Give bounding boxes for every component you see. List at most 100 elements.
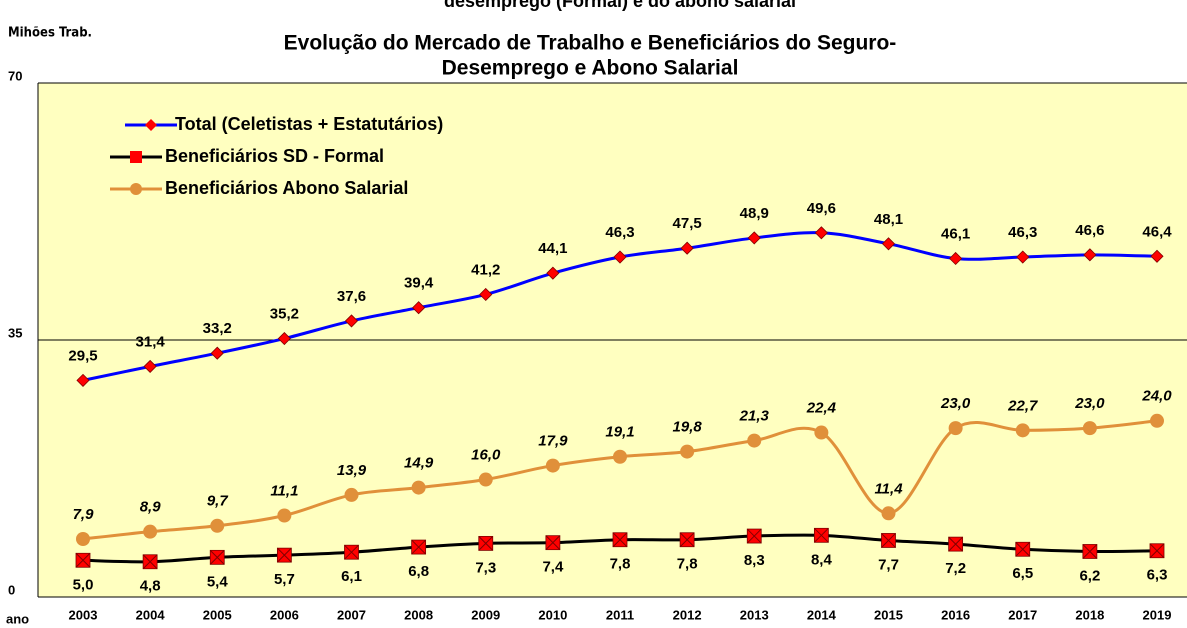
marker-cross <box>679 532 695 548</box>
legend-label: Beneficiários SD - Formal <box>165 146 384 166</box>
x-tick-label: 2014 <box>807 607 837 622</box>
legend-marker <box>130 151 142 163</box>
data-label: 7,3 <box>475 559 496 576</box>
x-tick-label: 2008 <box>404 607 433 622</box>
data-label: 9,7 <box>207 493 229 510</box>
x-tick-label: 2007 <box>337 607 366 622</box>
marker-cross <box>142 554 158 570</box>
marker-circle <box>948 421 963 436</box>
marker-circle <box>344 487 359 502</box>
data-label: 37,6 <box>337 288 366 305</box>
data-label: 24,0 <box>1141 388 1172 405</box>
data-label: 7,7 <box>878 556 899 573</box>
series-line <box>82 419 1158 541</box>
data-label: 23,0 <box>1074 395 1105 412</box>
data-label: 7,8 <box>610 556 631 573</box>
marker-cross <box>1082 544 1098 559</box>
data-label: 8,9 <box>140 499 162 516</box>
marker-cross <box>814 527 829 543</box>
x-tick-label: 2005 <box>203 607 232 622</box>
x-axis-label: ano <box>6 611 29 626</box>
marker-cross <box>1015 541 1031 557</box>
data-label: 6,3 <box>1147 567 1168 584</box>
marker-circle <box>411 480 426 495</box>
data-label: 8,3 <box>744 552 765 569</box>
data-label: 5,4 <box>207 573 229 590</box>
x-tick-label: 2010 <box>538 607 567 622</box>
data-label: 49,6 <box>807 200 836 217</box>
marker-diamond <box>881 237 896 251</box>
data-label: 23,0 <box>940 395 971 412</box>
marker-diamond <box>814 226 828 240</box>
data-label: 14,9 <box>404 455 434 472</box>
marker-cross <box>746 528 762 544</box>
data-label: 7,4 <box>542 559 564 576</box>
marker-diamond <box>949 251 963 266</box>
marker-circle <box>545 458 560 473</box>
data-label: 11,1 <box>270 482 298 499</box>
data-label: 46,4 <box>1142 223 1172 240</box>
marker-circle <box>143 524 158 539</box>
data-label: 6,2 <box>1079 567 1100 584</box>
marker-circle <box>210 518 225 533</box>
x-tick-label: 2019 <box>1143 607 1172 622</box>
data-label: 46,3 <box>605 224 634 241</box>
data-label: 21,3 <box>739 408 770 425</box>
x-tick-label: 2009 <box>471 607 500 622</box>
marker-cross <box>545 535 561 551</box>
marker-cross <box>478 536 494 551</box>
x-tick-label: 2016 <box>941 607 970 622</box>
marker-cross <box>612 532 628 548</box>
y-tick-label: 35 <box>8 325 22 340</box>
data-label: 7,2 <box>945 560 966 577</box>
data-label: 33,2 <box>203 320 232 337</box>
data-label: 41,2 <box>471 261 500 278</box>
x-tick-label: 2012 <box>673 607 702 622</box>
marker-diamond <box>1016 250 1030 264</box>
marker-circle <box>76 531 90 546</box>
data-label: 4,8 <box>140 578 161 595</box>
marker-diamond <box>479 287 493 302</box>
top-caption: desemprego (Formal) e do abono salarial <box>444 0 796 11</box>
data-label: 22,7 <box>1007 397 1038 414</box>
data-label: 16,0 <box>471 446 501 463</box>
data-label: 48,9 <box>740 205 769 222</box>
x-tick-label: 2015 <box>874 607 903 622</box>
data-label: 35,2 <box>270 306 299 323</box>
marker-circle <box>613 449 627 464</box>
marker-diamond <box>747 231 761 245</box>
y-axis-label: Mihões Trab. <box>8 26 92 41</box>
data-label: 46,1 <box>941 225 970 242</box>
marker-diamond <box>680 241 694 255</box>
x-tick-label: 2003 <box>69 607 98 622</box>
data-label: 46,3 <box>1008 224 1037 241</box>
data-label: 44,1 <box>538 240 567 257</box>
legend-marker <box>145 119 157 131</box>
data-label: 5,0 <box>73 576 94 593</box>
x-tick-label: 2018 <box>1075 607 1104 622</box>
data-label: 5,7 <box>274 571 295 588</box>
data-label: 39,4 <box>404 275 434 292</box>
marker-circle <box>478 472 493 487</box>
marker-diamond <box>344 314 359 328</box>
data-label: 29,5 <box>68 347 97 364</box>
chart-title: Desemprego e Abono Salarial <box>442 57 739 80</box>
marker-diamond <box>546 266 560 280</box>
x-tick-label: 2004 <box>136 607 166 622</box>
data-label: 6,5 <box>1012 565 1033 582</box>
data-label: 7,9 <box>73 506 95 523</box>
marker-circle <box>277 508 292 523</box>
x-tick-label: 2017 <box>1008 607 1037 622</box>
marker-cross <box>411 539 426 555</box>
data-label: 19,1 <box>605 424 634 441</box>
data-label: 11,4 <box>874 480 903 497</box>
chart-title: Evolução do Mercado de Trabalho e Benefi… <box>284 32 897 55</box>
marker-cross <box>948 536 963 552</box>
marker-cross <box>344 544 359 560</box>
data-label: 31,4 <box>136 333 166 350</box>
data-label: 17,9 <box>538 433 568 450</box>
x-tick-label: 2011 <box>606 607 634 622</box>
legend-label: Beneficiários Abono Salarial <box>165 178 408 198</box>
data-label: 19,8 <box>673 419 703 436</box>
marker-diamond <box>143 359 157 373</box>
